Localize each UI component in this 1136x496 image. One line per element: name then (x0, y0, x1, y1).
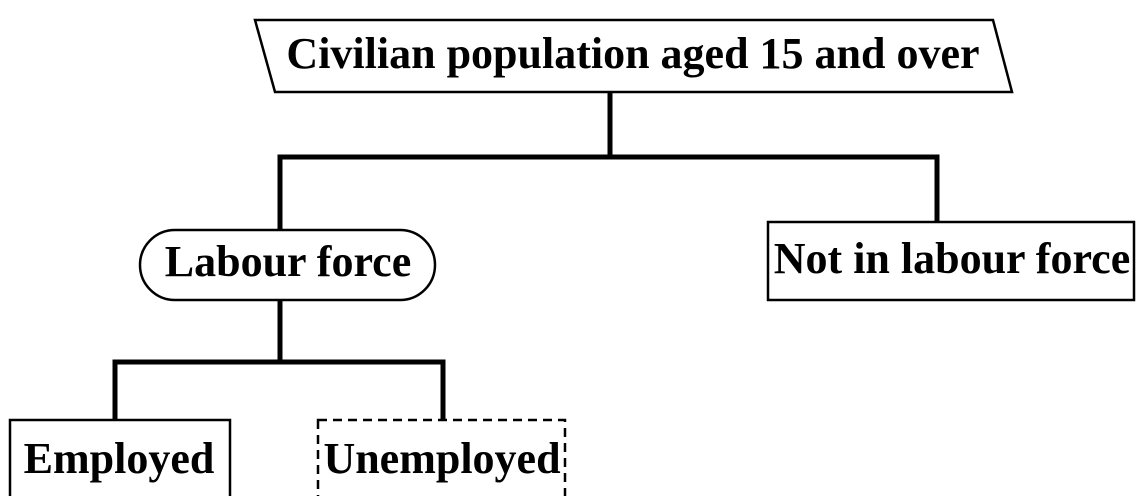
node-shape (253, 18, 1014, 94)
node-label: Civilian population aged 15 and over (286, 29, 979, 78)
node-label: Not in labour force (774, 234, 1130, 283)
node-shape (8, 418, 232, 496)
node-shape (316, 418, 567, 496)
connectors (112, 92, 940, 420)
node-label: Labour force (165, 237, 411, 286)
node-label: Unemployed (323, 434, 560, 483)
node-shape (766, 220, 1136, 302)
node-label: Employed (24, 434, 215, 483)
node-shape (138, 228, 437, 302)
connector (112, 359, 446, 420)
connector (277, 154, 940, 230)
